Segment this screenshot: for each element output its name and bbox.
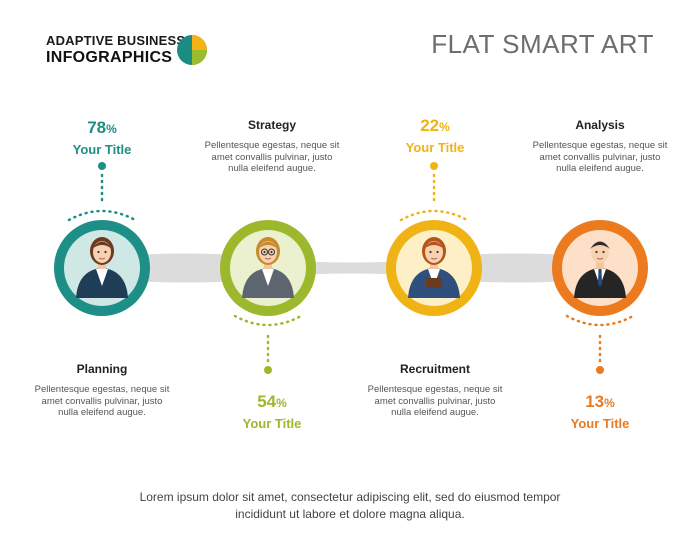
step-3-connector-dot <box>430 162 438 170</box>
step-2-top: Strategy Pellentesque egestas, neque sit… <box>202 118 342 175</box>
step-1-title: Your Title <box>72 142 132 157</box>
businesswoman-icon <box>76 237 128 298</box>
step-1-percent: 78% <box>87 118 117 137</box>
step-2-bottom: 54% Your Title <box>202 392 342 431</box>
step-4-connector-dot <box>596 366 604 374</box>
step-2-connector-arc <box>233 314 303 327</box>
brand: ADAPTIVE BUSINESS INFOGRAPHICS <box>46 33 185 67</box>
step-4-heading: Analysis <box>575 118 625 132</box>
step-3-connector-arc <box>399 209 469 222</box>
step-2-connector-dot <box>264 366 272 374</box>
connector-band <box>102 253 600 283</box>
step-2-heading: Strategy <box>247 118 297 132</box>
woman-with-folder-icon <box>408 237 460 298</box>
step-4-description: Pellentesque egestas, neque sit amet con… <box>532 140 668 174</box>
step-2-title: Your Title <box>242 416 302 431</box>
step-3-description: Pellentesque egestas, neque sit amet con… <box>367 384 503 418</box>
footer-line-2: incididunt ut labore et dolore magna ali… <box>235 507 465 521</box>
step-3-title: Your Title <box>405 140 465 155</box>
step-1-description: Pellentesque egestas, neque sit amet con… <box>34 384 170 418</box>
step-3-percent: 22% <box>420 116 450 135</box>
footer-text: Lorem ipsum dolor sit amet, consectetur … <box>0 489 700 523</box>
page-title: FLAT SMART ART <box>431 29 654 59</box>
step-1-connector-arc <box>67 209 137 222</box>
step-3-top: 22% Your Title <box>365 116 505 155</box>
pie-logo-icon <box>177 35 207 65</box>
step-1-connector-dot <box>98 162 106 170</box>
businessman-icon <box>574 241 626 298</box>
step-1-heading: Planning <box>76 362 128 376</box>
step-4-connector-arc <box>565 314 635 327</box>
step-2-percent: 54% <box>257 392 287 411</box>
brand-line-2: INFOGRAPHICS <box>46 49 173 66</box>
step-1-top: 78% Your Title <box>32 118 172 157</box>
woman-with-glasses-icon <box>242 237 294 298</box>
brand-line-1: ADAPTIVE BUSINESS <box>46 33 186 48</box>
step-3-heading: Recruitment <box>399 362 470 376</box>
step-4-title: Your Title <box>570 416 630 431</box>
footer-line-1: Lorem ipsum dolor sit amet, consectetur … <box>139 490 561 504</box>
step-3-bottom: Recruitment Pellentesque egestas, neque … <box>365 362 505 419</box>
step-4-bottom: 13% Your Title <box>530 392 670 431</box>
step-1-bottom: Planning Pellentesque egestas, neque sit… <box>32 362 172 419</box>
step-4-percent: 13% <box>585 392 615 411</box>
step-2-description: Pellentesque egestas, neque sit amet con… <box>204 140 340 174</box>
step-4-top: Analysis Pellentesque egestas, neque sit… <box>530 118 670 175</box>
